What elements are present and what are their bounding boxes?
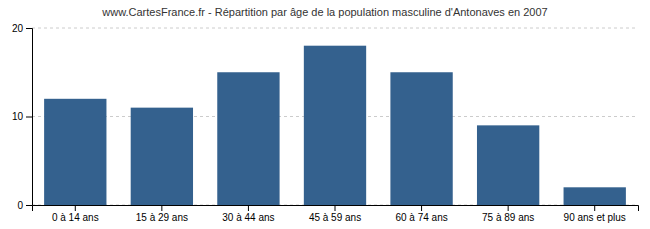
chart-container: www.CartesFrance.fr - Répartition par âg… xyxy=(0,0,650,229)
x-tick-label: 0 à 14 ans xyxy=(52,212,99,223)
x-axis-line xyxy=(33,206,639,212)
x-tick-label: 90 ans et plus xyxy=(564,212,626,223)
x-tick: 90 ans et plus xyxy=(564,205,626,223)
y-tick-mark xyxy=(26,117,32,118)
x-tick-mark xyxy=(421,205,422,211)
bar xyxy=(131,108,193,205)
y-tick: 10 xyxy=(12,111,32,122)
y-tick: 20 xyxy=(12,23,32,34)
chart-svg: www.CartesFrance.fr - Répartition par âg… xyxy=(0,0,650,229)
bars xyxy=(44,46,626,205)
x-tick: 75 à 89 ans xyxy=(482,205,534,223)
chart-title: www.CartesFrance.fr - Répartition par âg… xyxy=(101,6,547,18)
bar xyxy=(477,125,539,205)
x-tick-mark xyxy=(161,205,162,211)
y-tick: 0 xyxy=(17,200,32,211)
bar xyxy=(217,72,279,205)
y-tick-label: 20 xyxy=(12,23,24,34)
x-tick: 0 à 14 ans xyxy=(52,205,99,223)
y-axis-line xyxy=(26,29,33,206)
x-tick: 15 à 29 ans xyxy=(136,205,188,223)
x-tick-mark xyxy=(335,205,336,211)
x-tick-label: 75 à 89 ans xyxy=(482,212,534,223)
y-axis: 0 10 20 xyxy=(12,23,33,211)
y-tick-mark xyxy=(26,205,32,206)
x-tick-mark xyxy=(248,205,249,211)
bar xyxy=(390,72,452,205)
bar xyxy=(44,99,106,205)
x-axis: 0 à 14 ans 15 à 29 ans 30 à 44 ans 45 à 59 … xyxy=(33,205,639,223)
y-tick-label: 10 xyxy=(12,111,24,122)
x-tick-label: 45 à 59 ans xyxy=(309,212,361,223)
bar xyxy=(564,187,626,205)
x-tick-label: 30 à 44 ans xyxy=(222,212,274,223)
x-tick-label: 15 à 29 ans xyxy=(136,212,188,223)
bar xyxy=(304,46,366,205)
x-tick: 45 à 59 ans xyxy=(309,205,361,223)
y-tick-mark xyxy=(26,28,32,29)
y-tick-label: 0 xyxy=(17,200,23,211)
x-tick-mark xyxy=(508,205,509,211)
plot-area: 0 à 14 ans 15 à 29 ans 30 à 44 ans 45 à 59 … xyxy=(12,23,639,223)
x-tick: 60 à 74 ans xyxy=(395,205,447,223)
grid xyxy=(32,28,638,205)
x-tick-mark xyxy=(75,205,76,211)
x-tick-label: 60 à 74 ans xyxy=(395,212,447,223)
x-tick: 30 à 44 ans xyxy=(222,205,274,223)
grid-line xyxy=(32,28,638,29)
x-tick-mark xyxy=(594,205,595,211)
